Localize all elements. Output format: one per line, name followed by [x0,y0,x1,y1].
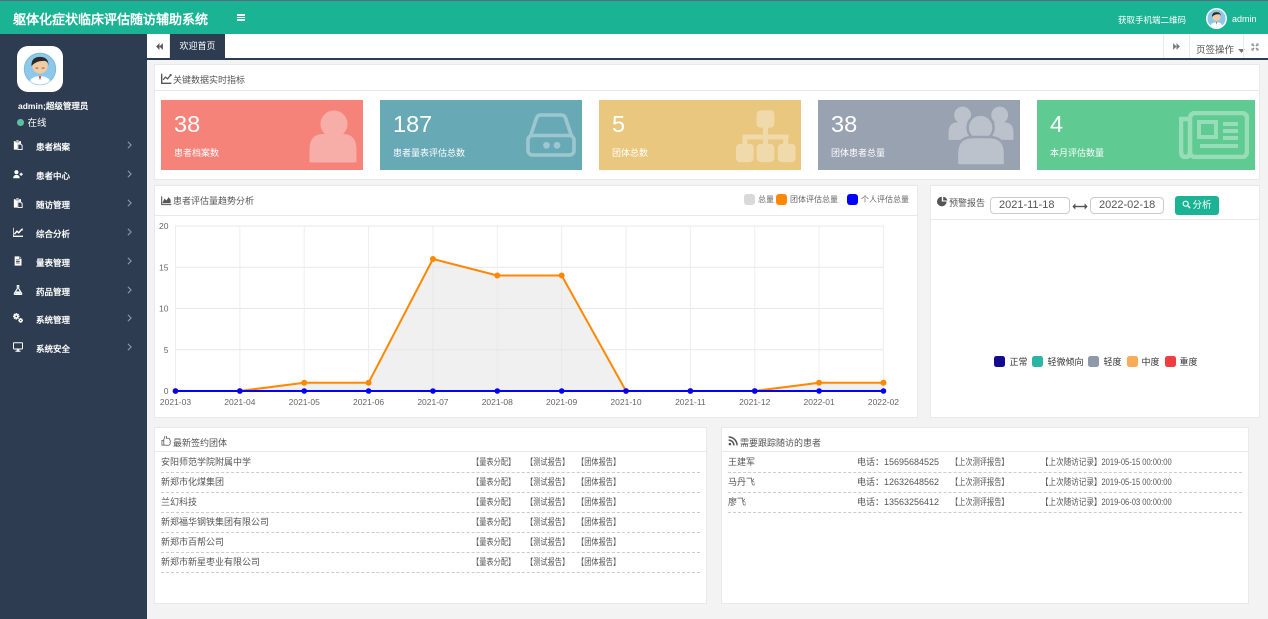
svg-text:2021-12: 2021-12 [739,397,770,407]
svg-text:0: 0 [164,386,169,396]
svg-text:10: 10 [159,304,169,314]
svg-text:2021-11: 2021-11 [675,397,706,407]
svg-text:2021-09: 2021-09 [546,397,577,407]
svg-text:2021-06: 2021-06 [353,397,384,407]
svg-text:5: 5 [164,345,169,355]
svg-text:2021-07: 2021-07 [417,397,448,407]
svg-text:2021-08: 2021-08 [482,397,513,407]
svg-text:2021-03: 2021-03 [160,397,191,407]
svg-text:20: 20 [159,221,169,231]
svg-text:2021-05: 2021-05 [289,397,320,407]
svg-text:2021-10: 2021-10 [610,397,641,407]
svg-text:2021-04: 2021-04 [224,397,255,407]
svg-text:2022-02: 2022-02 [868,397,899,407]
svg-text:2022-01: 2022-01 [803,397,834,407]
svg-text:15: 15 [159,262,169,272]
